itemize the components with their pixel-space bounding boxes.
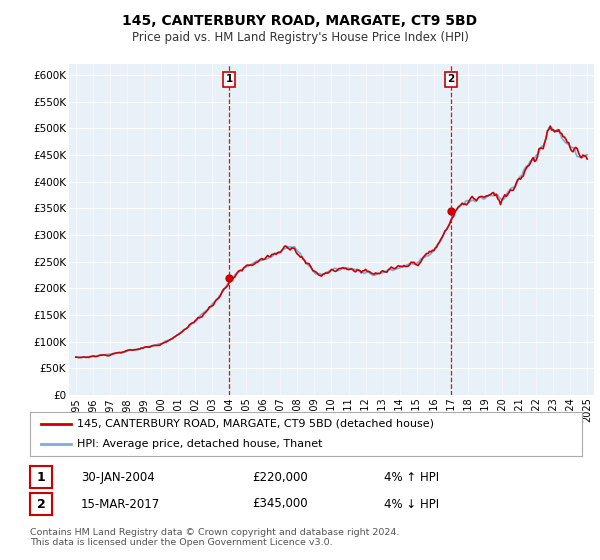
- Text: 1: 1: [226, 74, 233, 84]
- Text: 4% ↑ HPI: 4% ↑ HPI: [384, 470, 439, 484]
- Text: 145, CANTERBURY ROAD, MARGATE, CT9 5BD: 145, CANTERBURY ROAD, MARGATE, CT9 5BD: [122, 14, 478, 28]
- Text: 1: 1: [37, 470, 46, 484]
- Text: 145, CANTERBURY ROAD, MARGATE, CT9 5BD (detached house): 145, CANTERBURY ROAD, MARGATE, CT9 5BD (…: [77, 419, 434, 429]
- Text: 30-JAN-2004: 30-JAN-2004: [81, 470, 155, 484]
- Text: £345,000: £345,000: [252, 497, 308, 511]
- Text: 15-MAR-2017: 15-MAR-2017: [81, 497, 160, 511]
- Text: Contains HM Land Registry data © Crown copyright and database right 2024.
This d: Contains HM Land Registry data © Crown c…: [30, 528, 400, 547]
- Text: 2: 2: [447, 74, 454, 84]
- Text: HPI: Average price, detached house, Thanet: HPI: Average price, detached house, Than…: [77, 439, 322, 449]
- Text: 4% ↓ HPI: 4% ↓ HPI: [384, 497, 439, 511]
- Text: Price paid vs. HM Land Registry's House Price Index (HPI): Price paid vs. HM Land Registry's House …: [131, 31, 469, 44]
- Text: 2: 2: [37, 497, 46, 511]
- Text: £220,000: £220,000: [252, 470, 308, 484]
